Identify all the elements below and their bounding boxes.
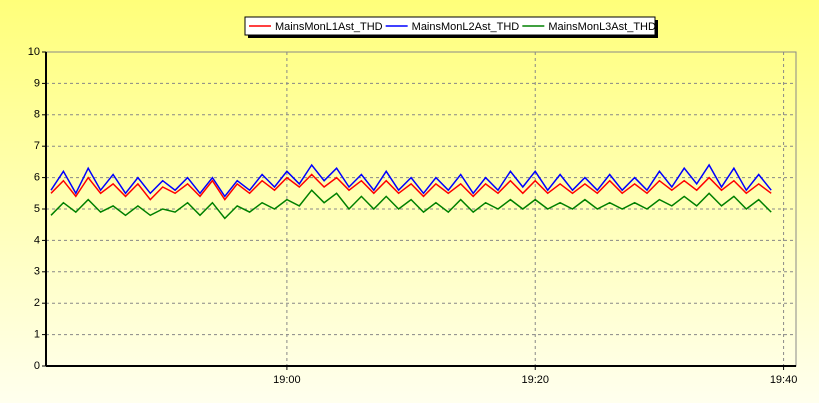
series-line	[50, 173, 772, 201]
y-tick-label: 1	[34, 329, 40, 341]
y-tick-label: 10	[28, 46, 40, 58]
x-tick-label: 19:40	[770, 374, 798, 386]
legend-label: MainsMonL1Ast_THD	[275, 21, 383, 33]
y-tick-label: 8	[34, 109, 40, 121]
legend-label: MainsMonL2Ast_THD	[412, 21, 520, 33]
y-tick-label: 2	[34, 297, 40, 309]
y-tick-label: 3	[34, 266, 40, 278]
y-tick-label: 9	[34, 77, 40, 89]
y-tick-label: 7	[34, 140, 40, 152]
legend: MainsMonL1Ast_THD MainsMonL2Ast_THD MainsM…	[244, 16, 658, 38]
x-tick-label: 19:00	[273, 374, 301, 386]
series-line	[50, 163, 772, 198]
legend-box	[244, 16, 656, 36]
y-tick-label: 5	[34, 203, 40, 215]
y-tick-label: 6	[34, 172, 40, 184]
y-tick-label: 4	[34, 234, 40, 246]
legend-label: MainsMonL3Ast_THD	[548, 21, 656, 33]
series-line	[50, 189, 772, 220]
y-tick-label: 0	[34, 360, 40, 372]
x-tick-label: 19:20	[521, 374, 549, 386]
